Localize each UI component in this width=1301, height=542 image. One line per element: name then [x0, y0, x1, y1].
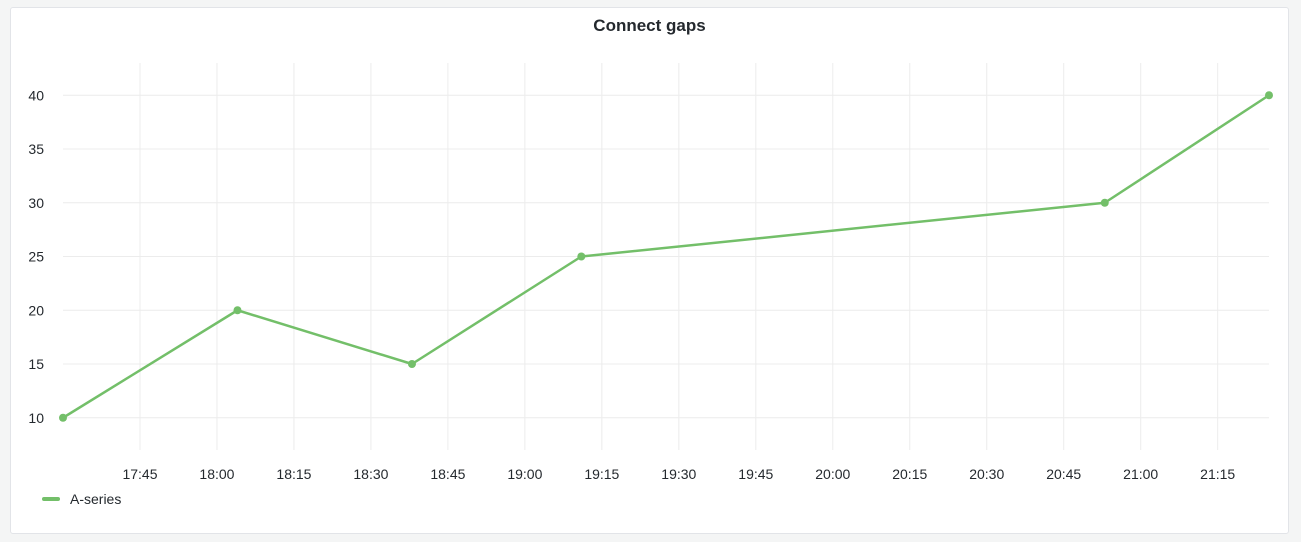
x-tick-label: 20:00	[815, 466, 850, 482]
y-tick-label: 40	[28, 87, 44, 103]
series-group	[59, 91, 1273, 422]
x-tick-label: 21:15	[1200, 466, 1235, 482]
x-tick-label: 19:45	[738, 466, 773, 482]
data-point[interactable]	[1100, 198, 1109, 207]
x-tick-label: 20:15	[892, 466, 927, 482]
x-tick-label: 18:15	[276, 466, 311, 482]
data-point[interactable]	[59, 413, 67, 422]
legend-color-swatch	[42, 497, 60, 501]
legend-item-a-series[interactable]: A-series	[42, 491, 121, 507]
x-tick-label: 20:30	[969, 466, 1004, 482]
x-tick-label: 19:15	[584, 466, 619, 482]
x-tick-label: 18:00	[199, 466, 234, 482]
panel-title[interactable]: Connect gaps	[593, 16, 706, 35]
y-tick-label: 35	[28, 141, 44, 157]
data-point[interactable]	[407, 360, 416, 368]
grid	[63, 63, 1269, 450]
x-tick-label: 18:30	[353, 466, 388, 482]
y-tick-label: 10	[28, 410, 44, 426]
x-tick-label: 21:00	[1123, 466, 1158, 482]
y-tick-label: 30	[28, 195, 44, 211]
data-point[interactable]	[1265, 91, 1273, 100]
legend-label: A-series	[70, 491, 122, 507]
series-line-a-series	[62, 94, 1270, 419]
x-tick-label: 19:30	[661, 466, 696, 482]
x-tick-label: 20:45	[1046, 466, 1081, 482]
y-tick-label: 15	[28, 356, 44, 372]
y-tick-label: 25	[28, 249, 44, 265]
y-axis: 10 15 20 25 30 35 40	[28, 87, 44, 426]
data-point[interactable]	[577, 252, 586, 261]
y-tick-label: 20	[28, 302, 44, 318]
x-tick-label: 19:00	[507, 466, 542, 482]
x-tick-label: 18:45	[430, 466, 465, 482]
x-tick-label: 17:45	[122, 466, 157, 482]
x-axis: 17:45 18:00 18:15 18:30 18:45 19:00 19:15 19:30…	[122, 466, 1235, 482]
data-point[interactable]	[233, 306, 242, 315]
